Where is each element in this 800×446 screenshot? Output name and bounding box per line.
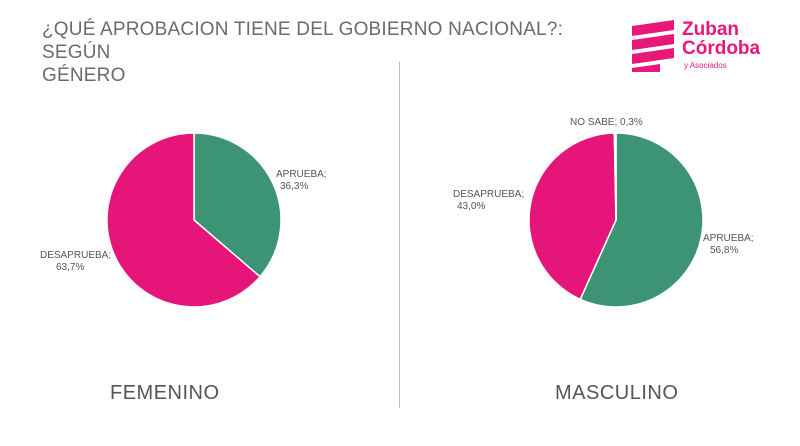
value-masc-aprueba: 56,8% [710,245,738,256]
label-masc-aprueba: APRUEBA; [703,233,754,244]
chart-title-line2: GÉNERO [42,65,126,86]
slice-fem-aprueba [193,132,282,278]
slice-masc-aprueba [579,132,704,308]
slice-masc-nosabe [613,132,617,221]
brand-name: Zuban Córdoba [682,20,760,58]
brand-name-line2: Córdoba [682,38,761,59]
brand-logo: Zuban Córdoba y Asociados [630,20,790,75]
value-fem-desaprueba: 63,7% [56,262,84,273]
value-fem-aprueba: 36,3% [280,181,308,192]
chart-title-line1: ¿QUÉ APROBACION TIENE DEL GOBIERNO NACIO… [42,19,564,63]
label-fem-aprueba: APRUEBA; [276,169,327,180]
pie-femenino [106,132,282,308]
label-masc-desaprueba: DESAPRUEBA; [453,189,524,200]
pie-masculino [528,132,704,308]
label-masc-nosabe: NO SABE; 0,3% [570,117,643,128]
brand-stripes-icon [632,20,674,72]
brand-subtitle: y Asociados [684,61,727,70]
slice-masc-desaprueba [528,132,617,301]
group-label-femenino: FEMENINO [110,382,220,404]
chart-divider [399,62,400,408]
slice-fem-desaprueba [106,132,262,308]
chart-title: ¿QUÉ APROBACION TIENE DEL GOBIERNO NACIO… [42,18,602,87]
brand-name-line1: Zuban [682,19,739,40]
group-label-masculino: MASCULINO [555,382,679,404]
value-masc-desaprueba: 43,0% [457,201,485,212]
label-fem-desaprueba: DESAPRUEBA; [40,250,111,261]
